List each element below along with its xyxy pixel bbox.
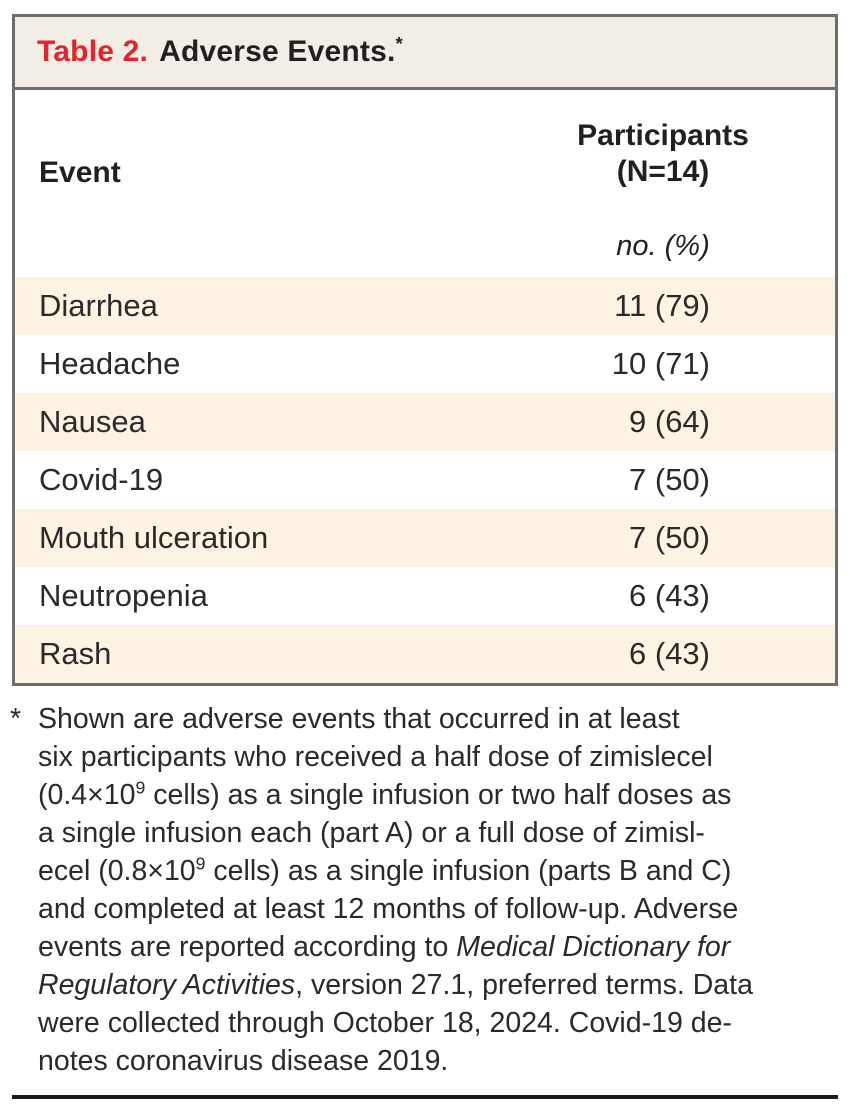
footnote-marker-superscript: * [395, 33, 403, 54]
event-cell: Mouth ulceration [39, 520, 269, 555]
footnote-line: and completed at least 12 months of foll… [38, 893, 739, 925]
table-row: Nausea 9 (64) [15, 393, 835, 451]
column-header-participants: Participants (N=14) [535, 118, 835, 190]
value-cell: 7 (50) [629, 462, 710, 497]
table-rows: Diarrhea 11 (79) Headache 10 (71) Nausea 9 (6… [15, 277, 835, 683]
footnote: * Shown are adverse events that occurred… [10, 700, 842, 1080]
footnote-line: ecel (0.8×109 cells) as a single infusio… [38, 853, 732, 887]
footnote-line: six participants who received a half dos… [38, 741, 713, 773]
footnote-line: Regulatory Activities, version 27.1, pre… [38, 969, 753, 1001]
value-cell: 7 (50) [629, 520, 710, 555]
table-title-text: Adverse Events. [159, 35, 396, 68]
table-card: Table 2. Adverse Events.* Event Particip… [12, 14, 838, 686]
table-header-row: Event Participants (N=14) [15, 90, 835, 190]
column-header-participants-line2: (N=14) [616, 155, 710, 188]
table-title-bar: Table 2. Adverse Events.* [15, 17, 835, 90]
event-cell: Covid-19 [39, 462, 164, 497]
table-title: Adverse Events.* [159, 33, 403, 69]
value-cell: 11 (79) [614, 288, 710, 323]
footnote-line: a single infusion each (part A) or a ful… [38, 817, 705, 849]
event-cell: Headache [39, 346, 181, 381]
table-row: Mouth ulceration 7 (50) [15, 509, 835, 567]
event-cell: Diarrhea [39, 288, 158, 323]
column-units-label: no. (%) [616, 230, 710, 262]
footnote-text: Shown are adverse events that occurred i… [38, 700, 842, 1080]
footnote-line: (0.4×109 cells) as a single infusion or … [38, 777, 732, 811]
value-cell: 10 (71) [611, 346, 710, 381]
table-row: Covid-19 7 (50) [15, 451, 835, 509]
value-cell: 6 (43) [629, 636, 710, 671]
table-row: Headache 10 (71) [15, 335, 835, 393]
footnote-line: were collected through October 18, 2024.… [38, 1007, 732, 1039]
footnote-line: events are reported according to Medical… [38, 931, 731, 963]
column-header-participants-line1: Participants [577, 119, 749, 152]
footnote-line: notes coronavirus disease 2019. [38, 1045, 449, 1077]
table-row: Diarrhea 11 (79) [15, 277, 835, 335]
value-cell: 6 (43) [629, 578, 710, 613]
event-cell: Nausea [39, 404, 146, 439]
value-cell: 9 (64) [629, 404, 710, 439]
footnote-asterisk: * [10, 703, 22, 735]
event-cell: Rash [39, 636, 112, 671]
bottom-rule [12, 1095, 838, 1099]
column-header-event: Event [39, 156, 121, 189]
table-row: Neutropenia 6 (43) [15, 567, 835, 625]
event-cell: Neutropenia [39, 578, 208, 613]
footnote-line: Shown are adverse events that occurred i… [38, 703, 680, 735]
table-row: Rash 6 (43) [15, 625, 835, 683]
table-number-label: Table 2. [37, 35, 149, 68]
table-header: Event Participants (N=14) no. (%) [15, 90, 835, 277]
